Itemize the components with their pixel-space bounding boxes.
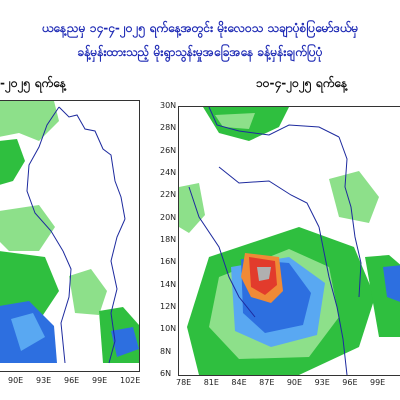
right-rainfall-map: [178, 106, 400, 376]
right-y-tick-label: 30N: [160, 101, 177, 110]
left-map-canvas: [0, 101, 139, 364]
right-country-border-north: [208, 107, 340, 138]
right-coastline-west: [188, 186, 256, 318]
right-y-tick-label: 10N: [160, 324, 177, 334]
right-coastline-bay: [218, 166, 320, 228]
right-x-tick-label: 84E: [231, 378, 247, 387]
left-borders: [26, 106, 126, 364]
left-x-tick-label: 99E: [92, 376, 108, 385]
right-coastline-south: [318, 226, 348, 375]
map-title-line-2: ခန့်မှန်းထားသည့် မိုးရွာသွန်းမှုအခြေအနေ …: [77, 45, 323, 59]
right-x-tick-label: 93E: [314, 378, 330, 387]
right-x-tick-label: 96E: [342, 378, 358, 387]
right-y-tick-label: 16N: [160, 257, 177, 267]
left-coastline-east: [108, 218, 126, 364]
left-x-tick-label: 90E: [8, 376, 24, 385]
left-x-tick-label: 102E: [120, 376, 141, 385]
right-x-tick-label: 87E: [259, 378, 275, 387]
rain-area-east-light: [329, 171, 379, 223]
rain-area-south-lightblue: [11, 313, 45, 351]
right-x-tick-label: 78E: [176, 378, 192, 387]
left-x-tick-label: 96E: [64, 376, 80, 385]
right-borders: [188, 107, 362, 375]
right-country-border-east: [338, 136, 362, 298]
right-y-tick-label: 22N: [160, 190, 177, 200]
map-title-line-1: ယနေ့ညမှ ၁၄-၄-၂၀၂၅ ရက်နေ့အတွင်း မိုးလေဝသ …: [41, 21, 359, 35]
right-y-tick-label: 12N: [160, 302, 177, 311]
left-country-border: [58, 106, 126, 220]
right-y-tick-label: 6N: [160, 369, 172, 378]
right-map-canvas: [179, 107, 400, 375]
left-rainfall-map: [0, 100, 140, 372]
rain-area-southeast-blue: [383, 265, 400, 302]
rain-area-west-green: [0, 139, 25, 185]
right-y-tick-label: 28N: [160, 123, 177, 133]
right-rain-areas: [179, 107, 400, 375]
rain-area-southeast-blue: [111, 327, 139, 357]
left-x-tick-label: 93E: [36, 376, 52, 385]
right-y-tick-label: 26N: [160, 145, 177, 155]
rain-area-west-light: [179, 183, 205, 233]
left-coastline-west: [26, 106, 64, 252]
rain-area-east-light: [69, 269, 107, 315]
right-y-tick-label: 24N: [160, 168, 177, 177]
rain-area-north-light: [215, 113, 255, 129]
rain-area-north-light: [0, 101, 59, 141]
left-coastline-south: [60, 250, 72, 364]
right-x-tick-label: 99E: [370, 378, 386, 387]
right-y-tick-label: 8N: [160, 346, 172, 356]
left-rain-areas: [0, 101, 139, 363]
right-x-tick-label: 90E: [286, 378, 303, 387]
right-y-tick-label: 14N: [160, 279, 177, 289]
rain-area-center-light: [0, 205, 55, 251]
left-panel-date-label: -၂၀၂၅ ရက်နေ့: [0, 76, 66, 90]
right-panel-date-label: ၁၀-၄-၂၀၂၅ ရက်နေ့: [256, 76, 348, 90]
right-y-tick-label: 18N: [160, 235, 177, 244]
right-y-tick-label: 20N: [160, 212, 177, 222]
rain-area-cyclone-core: [257, 267, 271, 281]
right-x-tick-label: 81E: [203, 378, 219, 387]
